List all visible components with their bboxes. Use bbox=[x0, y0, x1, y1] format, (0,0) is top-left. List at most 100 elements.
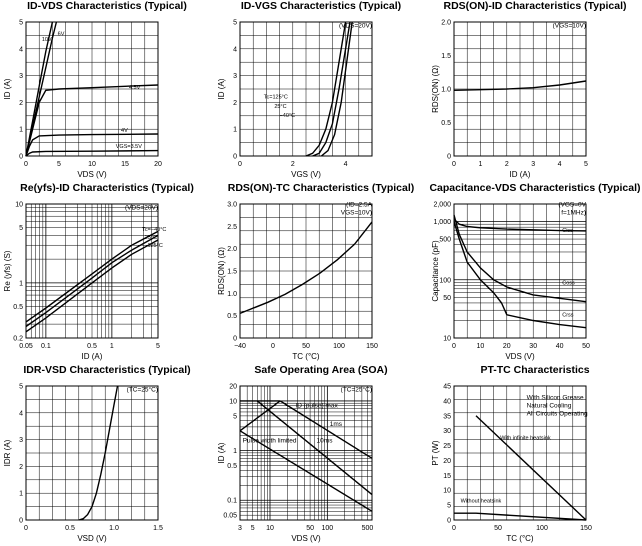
y-tick-label: 5 bbox=[233, 413, 237, 420]
series-label: Coss bbox=[562, 280, 575, 286]
x-tick-label: 1.5 bbox=[153, 525, 163, 532]
series-line bbox=[25, 230, 159, 323]
y-tick-label: 30 bbox=[443, 428, 451, 435]
x-tick-label: 2 bbox=[291, 161, 295, 168]
y-tick-label: 1.5 bbox=[441, 53, 451, 60]
x-tick-label: 50 bbox=[494, 525, 502, 532]
plot-frame bbox=[453, 21, 587, 157]
annotation: 1ms bbox=[330, 421, 343, 428]
chart-panel-id-vds: ID-VDS Characteristics (Typical) 0 5 10 15 2… bbox=[0, 0, 214, 182]
y-tick-label: 1.0 bbox=[227, 291, 237, 298]
series-line bbox=[239, 221, 373, 315]
y-axis-label: ID (A) bbox=[3, 78, 12, 99]
y-tick-label: 3 bbox=[19, 73, 23, 80]
x-tick-label: 5 bbox=[57, 161, 61, 168]
annotation: (VDS=20V) bbox=[339, 22, 372, 29]
chart-title-yfs-id: Re(yfs)-ID Characteristics (Typical) bbox=[20, 182, 194, 194]
y-tick-label: 0.5 bbox=[13, 304, 23, 311]
annotation: 10ms bbox=[317, 437, 334, 444]
chart-idr-vsd: 0 0.5 1.0 1.5 0 1 2 3 4 5 VSD (V) IDR (A) (TC=25°C) bbox=[3, 384, 163, 544]
series-label: VGS=3.5V bbox=[116, 144, 142, 150]
y-tick-label: 10 bbox=[229, 398, 237, 405]
series-label: −40°C bbox=[280, 113, 296, 119]
x-tick-label: 0 bbox=[24, 525, 28, 532]
series-line bbox=[453, 218, 587, 232]
y-tick-label: 5 bbox=[233, 20, 237, 27]
y-tick-label: 45 bbox=[443, 384, 451, 391]
plot-frame bbox=[453, 385, 587, 521]
series-line bbox=[78, 385, 119, 521]
x-tick-label: 4 bbox=[344, 161, 348, 168]
y-tick-label: 5 bbox=[19, 384, 23, 391]
chart-rdson-id: 0 1 2 3 4 5 0 0.5 1.0 1.5 2.0 ID (A) RDS(ON) (Ω) (VGS… bbox=[431, 20, 588, 180]
chart-id-vds: 0 5 10 15 20 0 1 2 3 4 5 VDS (V) ID (A) 10V 6V 4.5V 4V VG… bbox=[3, 20, 162, 180]
y-tick-label: 2.5 bbox=[227, 224, 237, 231]
y-tick-label: 0 bbox=[19, 154, 23, 161]
chart-id-vgs: 0 2 4 0 1 2 3 4 5 VGS (V) ID (A) Tc=125°C 25°C −40°C (… bbox=[217, 20, 373, 179]
x-tick-label: 20 bbox=[154, 161, 162, 168]
series-line bbox=[25, 133, 159, 157]
annotation: (TC=25°C) bbox=[341, 385, 372, 393]
series-line bbox=[320, 21, 353, 157]
annotation: ID (pulse) max bbox=[295, 402, 338, 409]
series-line bbox=[305, 21, 347, 157]
x-tick-label: 40 bbox=[556, 343, 564, 350]
y-tick-label: 25 bbox=[443, 443, 451, 450]
y-tick-label: 2 bbox=[19, 464, 23, 471]
y-tick-label: 0 bbox=[447, 518, 451, 525]
x-axis-label: VDS (V) bbox=[291, 534, 321, 543]
series-label: 10V bbox=[42, 37, 52, 43]
x-tick-label: 50 bbox=[302, 343, 310, 350]
x-tick-label: 5 bbox=[584, 161, 588, 168]
annotation: (ID=2.5A bbox=[346, 202, 372, 209]
x-tick-label: 0.5 bbox=[65, 525, 75, 532]
chart-title-soa: Safe Operating Area (SOA) bbox=[254, 364, 388, 376]
series-label: 6V bbox=[58, 31, 65, 37]
x-tick-label: 3 bbox=[238, 525, 242, 532]
annotation: All Circuits Operating bbox=[527, 410, 588, 417]
chart-panel-capacitance: Capacitance-VDS Characteristics (Typical… bbox=[428, 182, 642, 364]
y-axis-label: ID (A) bbox=[217, 78, 226, 99]
y-tick-label: 2,000 bbox=[433, 202, 451, 209]
y-axis-label: IDR (A) bbox=[3, 439, 12, 466]
y-tick-label: 5 bbox=[19, 225, 23, 232]
series-label: 25°C bbox=[145, 235, 157, 241]
y-tick-label: 20 bbox=[443, 458, 451, 465]
y-tick-label: 4 bbox=[19, 410, 23, 417]
series-line bbox=[239, 400, 281, 432]
series-line bbox=[453, 214, 587, 303]
x-tick-label: 0.1 bbox=[41, 343, 51, 350]
y-axis-label: Re (yfs) (S) bbox=[3, 250, 12, 291]
y-tick-label: 3 bbox=[233, 73, 237, 80]
chart-title-capacitance: Capacitance-VDS Characteristics (Typical… bbox=[429, 182, 641, 194]
series-label: With infinite heatsink bbox=[500, 436, 551, 442]
y-tick-label: 2 bbox=[233, 100, 237, 107]
series-label: Tc=−40°C bbox=[142, 227, 166, 233]
x-tick-label: 0.05 bbox=[19, 343, 33, 350]
chart-panel-pt-tc: PT-TC Characteristics 0 50 100 150 0 5 10 15 20 2… bbox=[428, 364, 642, 546]
series-line bbox=[475, 415, 587, 521]
x-axis-label: ID (A) bbox=[510, 170, 531, 179]
annotation: (TC=25°C) bbox=[127, 385, 158, 393]
x-tick-label: 0 bbox=[24, 161, 28, 168]
y-tick-label: 10 bbox=[15, 202, 23, 209]
chart-panel-rdson-id: RDS(ON)-ID Characteristics (Typical) 0 1 2… bbox=[428, 0, 642, 182]
y-tick-label: 500 bbox=[439, 237, 451, 244]
chart-panel-soa: Safe Operating Area (SOA) 3 5 10 50 100 500 0.… bbox=[214, 364, 428, 546]
y-tick-label: 1 bbox=[233, 127, 237, 134]
annotation: (VGS=0V bbox=[558, 202, 586, 209]
series-label: 25°C bbox=[274, 104, 286, 110]
series-line bbox=[25, 234, 159, 328]
x-axis-label: VSD (V) bbox=[77, 534, 107, 543]
y-axis-label: RDS(ON) (Ω) bbox=[217, 247, 226, 295]
x-tick-label: 1 bbox=[478, 161, 482, 168]
x-tick-label: 10 bbox=[88, 161, 96, 168]
y-axis-label: ID (A) bbox=[217, 442, 226, 463]
series-line bbox=[454, 512, 587, 521]
chart-title-id-vds: ID-VDS Characteristics (Typical) bbox=[27, 0, 187, 12]
x-axis-label: ID (A) bbox=[82, 352, 103, 361]
annotation: VGS=10V) bbox=[341, 210, 372, 217]
series-line bbox=[453, 80, 587, 91]
y-tick-label: 10 bbox=[443, 336, 451, 343]
